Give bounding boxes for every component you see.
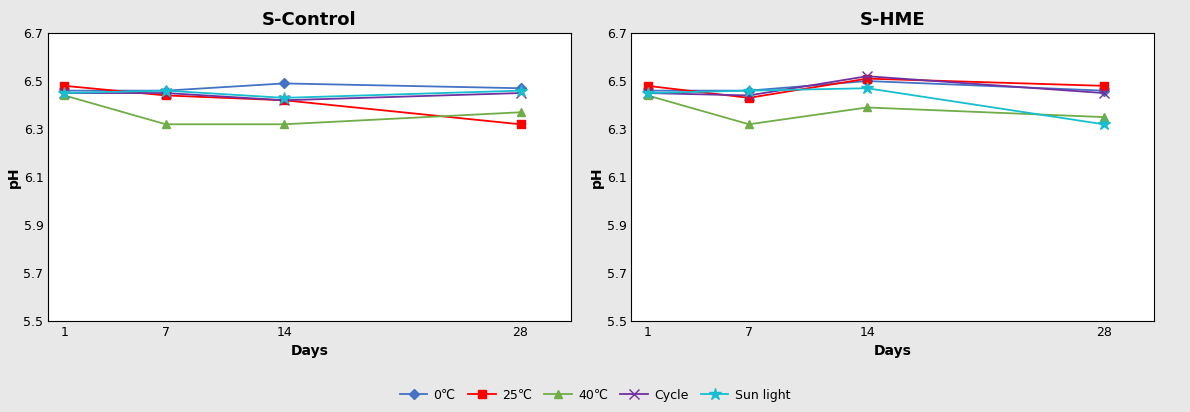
Legend: 0℃, 25℃, 40℃, Cycle, Sun light: 0℃, 25℃, 40℃, Cycle, Sun light (400, 389, 790, 402)
Title: S-Control: S-Control (262, 11, 357, 28)
Title: S-HME: S-HME (859, 11, 926, 28)
X-axis label: Days: Days (873, 344, 912, 358)
Y-axis label: pH: pH (7, 166, 20, 188)
X-axis label: Days: Days (290, 344, 328, 358)
Y-axis label: pH: pH (590, 166, 603, 188)
